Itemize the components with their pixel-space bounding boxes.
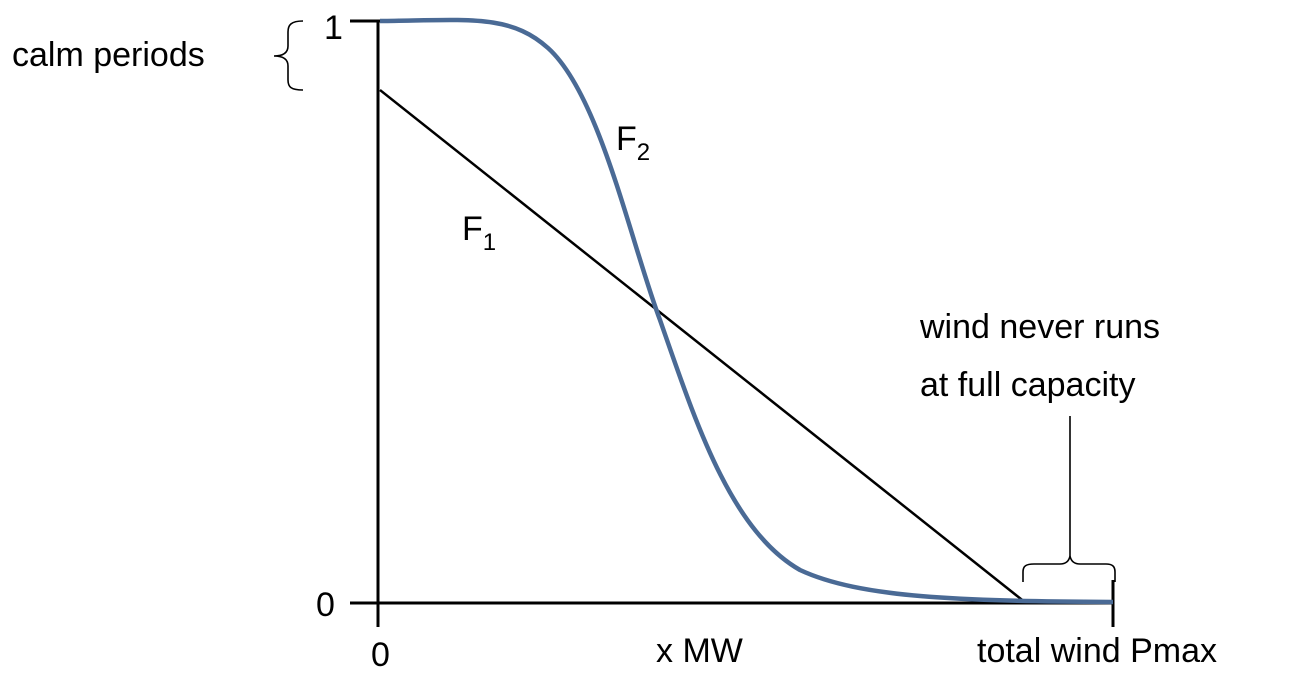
f1-label-base: F bbox=[462, 210, 483, 248]
x-axis-end-label: total wind Pmax bbox=[977, 632, 1217, 670]
capacity-label-line2: at full capacity bbox=[920, 366, 1135, 404]
f2-label-subscript: 2 bbox=[637, 139, 650, 166]
f2-label-base: F bbox=[616, 120, 637, 158]
f1-line bbox=[379, 89, 1027, 604]
calm-periods-label: calm periods bbox=[12, 36, 205, 74]
f2-curve bbox=[379, 17, 1114, 605]
calm-periods-brace bbox=[273, 20, 304, 91]
x-axis-zero-label: 0 bbox=[371, 636, 390, 674]
full-capacity-bracket bbox=[1022, 555, 1116, 582]
x-axis-mid-label: x MW bbox=[656, 632, 743, 670]
f2-label: F2 bbox=[616, 120, 650, 166]
y-axis-zero-label: 0 bbox=[316, 586, 335, 624]
f1-label: F1 bbox=[462, 210, 496, 256]
capacity-label-line1: wind never runs bbox=[919, 308, 1160, 346]
y-axis-one-label: 1 bbox=[324, 9, 343, 47]
f1-label-subscript: 1 bbox=[483, 229, 496, 256]
